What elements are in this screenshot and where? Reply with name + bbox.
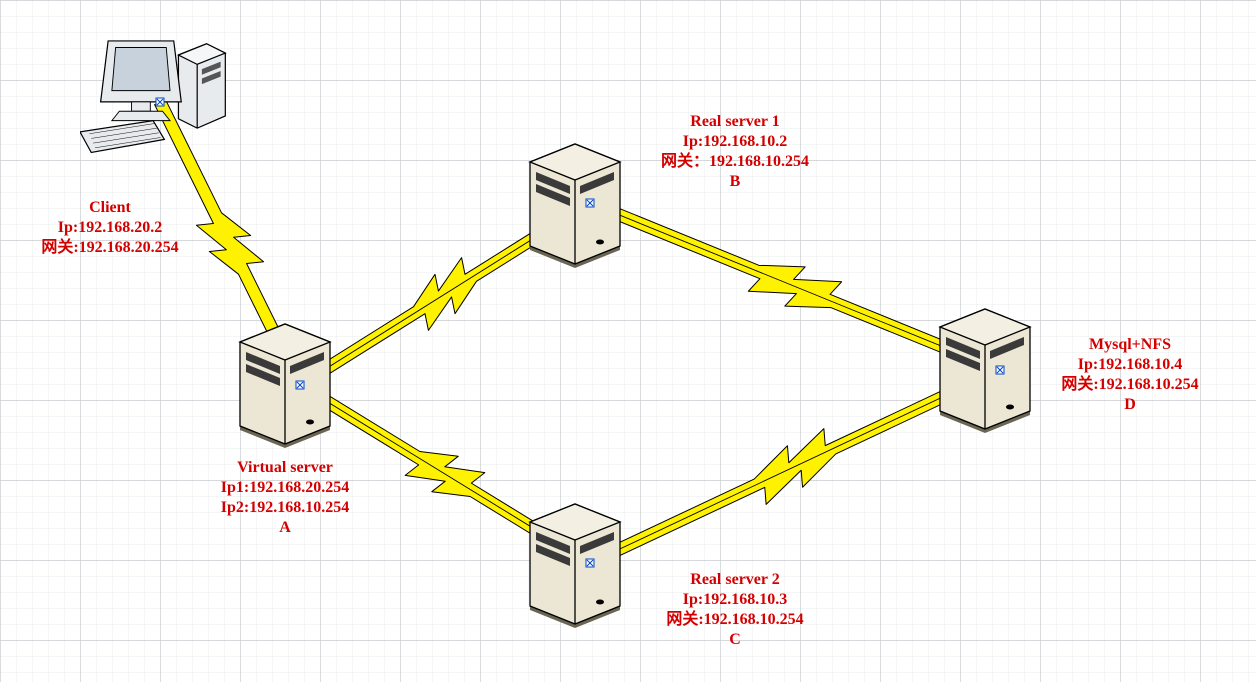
real-server-1-label: Real server 1Ip:192.168.10.2网关：192.168.1…: [661, 112, 809, 192]
label-line: Ip1:192.168.20.254: [221, 478, 349, 498]
virtual-server: [230, 310, 340, 450]
label-line: Ip2:192.168.10.254: [221, 498, 349, 518]
label-line: Ip:192.168.10.4: [1061, 355, 1198, 375]
label-line: Real server 1: [661, 112, 809, 132]
label-line: D: [1061, 395, 1198, 415]
real-server-2: [520, 490, 630, 630]
label-line: C: [666, 630, 803, 650]
mysql-nfs-server: [930, 295, 1040, 435]
client-pc: [80, 25, 230, 160]
label-line: Real server 2: [666, 570, 803, 590]
label-line: A: [221, 518, 349, 538]
label-line: Mysql+NFS: [1061, 335, 1198, 355]
label-line: Ip:192.168.20.2: [41, 218, 178, 238]
label-line: 网关：192.168.10.254: [661, 152, 809, 172]
label-line: Ip:192.168.10.3: [666, 590, 803, 610]
mysql-nfs-label: Mysql+NFSIp:192.168.10.4网关:192.168.10.25…: [1061, 335, 1198, 415]
network-diagram: { "viewport": { "width": 1256, "height":…: [0, 0, 1256, 682]
label-line: Client: [41, 198, 178, 218]
label-line: B: [661, 172, 809, 192]
label-line: Virtual server: [221, 458, 349, 478]
label-line: Ip:192.168.10.2: [661, 132, 809, 152]
virtual-server-label: Virtual serverIp1:192.168.20.254Ip2:192.…: [221, 458, 349, 538]
label-line: 网关:192.168.20.254: [41, 238, 178, 258]
label-line: 网关:192.168.10.254: [666, 610, 803, 630]
label-line: 网关:192.168.10.254: [1061, 375, 1198, 395]
client-label: ClientIp:192.168.20.2网关:192.168.20.254: [41, 198, 178, 258]
real-server-1: [520, 130, 630, 270]
real-server-2-label: Real server 2Ip:192.168.10.3网关:192.168.1…: [666, 570, 803, 650]
